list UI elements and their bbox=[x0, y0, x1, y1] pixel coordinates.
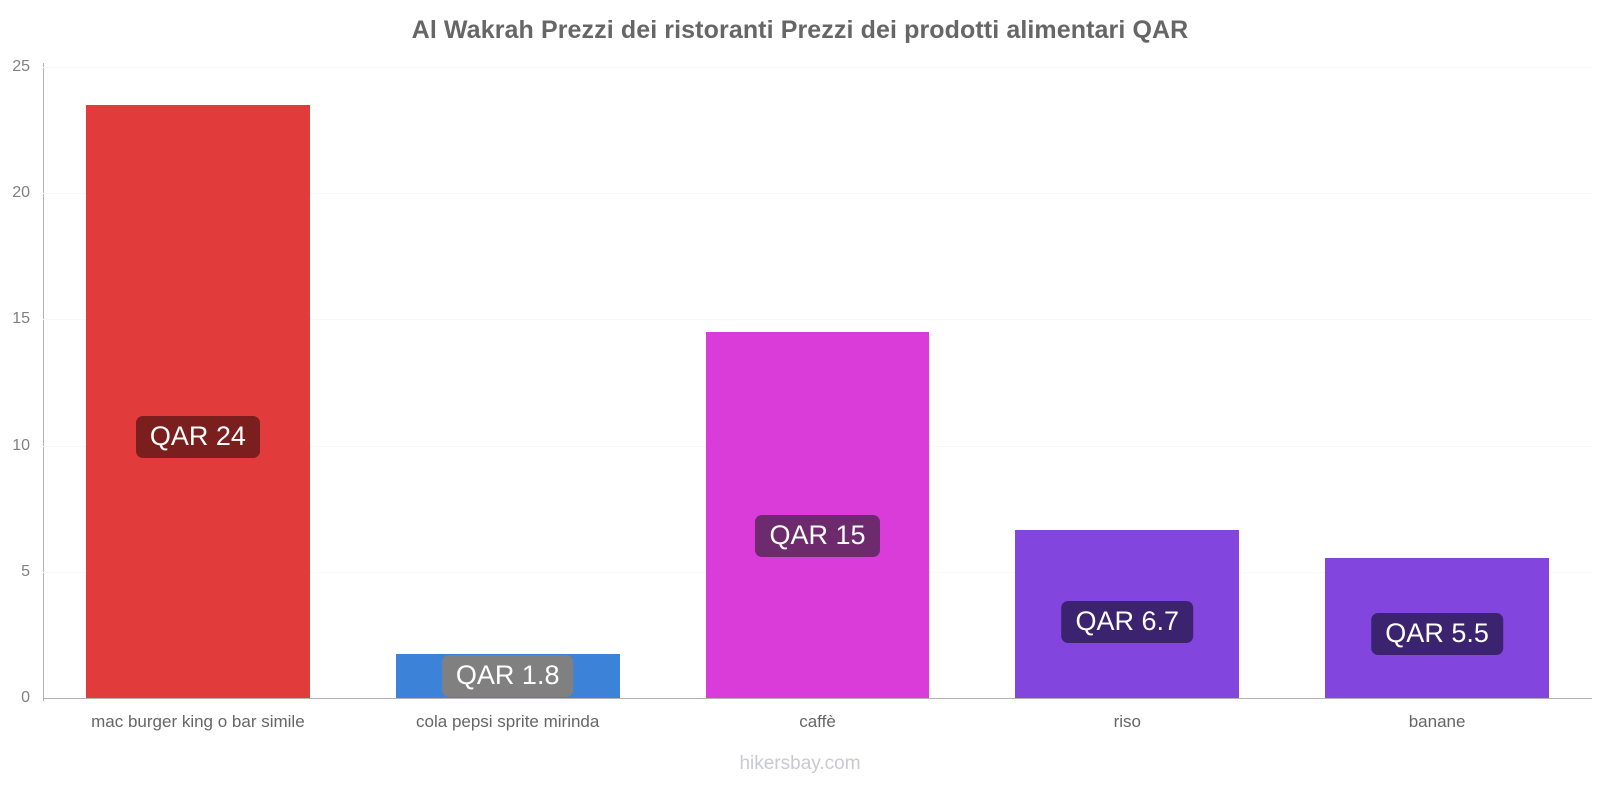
x-axis-category-label: caffè bbox=[799, 712, 836, 731]
gridline bbox=[43, 319, 1592, 321]
bar-value-label: QAR 6.7 bbox=[1061, 600, 1194, 644]
bar[interactable]: QAR 1.8 bbox=[395, 653, 620, 698]
bar[interactable]: QAR 24 bbox=[85, 104, 310, 698]
plot-area: QAR 24 QAR 1.8 QAR 15 QAR 6.7 QAR 5.5 bbox=[43, 67, 1592, 698]
gridline bbox=[43, 67, 1592, 68]
bar[interactable]: QAR 5.5 bbox=[1325, 557, 1550, 698]
y-axis-line bbox=[43, 63, 44, 701]
bar[interactable]: QAR 6.7 bbox=[1015, 530, 1240, 698]
bar-value-label: QAR 5.5 bbox=[1371, 613, 1503, 656]
x-axis-line bbox=[43, 698, 1592, 699]
x-axis-category-label: banane bbox=[1408, 712, 1466, 731]
y-axis-tick-label: 0 bbox=[21, 689, 30, 706]
footer-credit: hikersbay.com bbox=[739, 753, 861, 774]
x-axis-category-label: mac burger king o bar simile bbox=[91, 712, 305, 731]
x-axis-category-label: cola pepsi sprite mirinda bbox=[416, 712, 600, 731]
y-axis-tick-label: 10 bbox=[12, 436, 30, 454]
bar[interactable]: QAR 15 bbox=[705, 332, 930, 698]
y-axis-tick-label: 15 bbox=[12, 310, 30, 328]
x-axis-category-label: riso bbox=[1113, 712, 1141, 731]
y-axis-tick-label: 20 bbox=[12, 184, 30, 202]
chart-title: Al Wakrah Prezzi dei ristoranti Prezzi d… bbox=[411, 16, 1189, 44]
y-axis-tick-label: 25 bbox=[12, 58, 30, 75]
bar-value-label: QAR 1.8 bbox=[441, 654, 574, 698]
bar-value-label: QAR 24 bbox=[135, 415, 260, 459]
bar-value-label: QAR 15 bbox=[755, 514, 880, 558]
y-axis-tick-label: 5 bbox=[21, 562, 30, 580]
gridline bbox=[43, 193, 1592, 195]
